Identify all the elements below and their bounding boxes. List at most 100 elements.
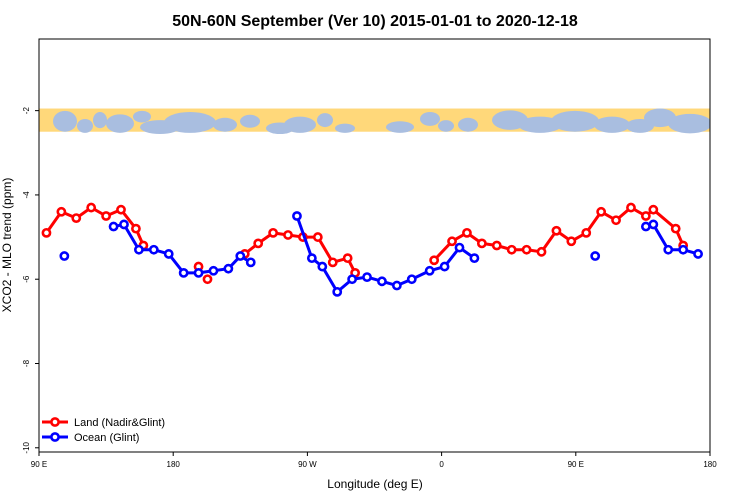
data-point [454, 242, 465, 253]
map-ocean-shape [518, 116, 562, 133]
data-point [119, 219, 129, 230]
data-point [193, 267, 204, 278]
world-map-strip [39, 108, 710, 135]
data-point [148, 244, 159, 255]
data-point [134, 244, 144, 255]
map-ocean-shape [551, 110, 599, 132]
data-point [362, 272, 372, 283]
x-tick-label: 0 [439, 460, 444, 469]
data-point [536, 246, 547, 257]
data-point [342, 253, 353, 264]
data-point [202, 274, 213, 285]
data-point [116, 204, 126, 215]
map-ocean-shape [644, 108, 676, 128]
data-point [327, 257, 338, 268]
series-ocean [59, 211, 703, 297]
data-point [429, 255, 440, 266]
data-point [551, 225, 562, 236]
data-point [648, 219, 659, 230]
data-point [611, 215, 621, 226]
legend-marker [50, 432, 60, 442]
series-land [41, 202, 689, 285]
map-ocean-shape [213, 117, 237, 132]
data-point [491, 240, 502, 251]
data-point [506, 244, 517, 255]
y-tick-label: -2 [22, 107, 31, 115]
map-ocean-shape [284, 116, 316, 133]
data-point [377, 276, 387, 287]
data-point [317, 261, 328, 272]
data-point [648, 204, 659, 215]
data-point [283, 230, 293, 240]
map-ocean-shape [668, 113, 710, 134]
data-point [447, 236, 457, 247]
data-point [640, 221, 651, 232]
data-point [332, 286, 343, 297]
x-tick-label: 180 [703, 460, 717, 469]
data-point [86, 202, 97, 213]
series-layer [41, 202, 703, 297]
data-point [424, 265, 435, 276]
x-axis: 90 E 180 90 W 0 90 E 180 [31, 452, 717, 469]
y-tick-label: -6 [22, 275, 31, 283]
map-ocean-shape [594, 116, 630, 133]
data-point [391, 280, 402, 291]
data-point [663, 244, 674, 255]
map-ocean-shape [133, 110, 151, 123]
data-point [566, 236, 577, 247]
plot-frame [38, 38, 711, 453]
data-point [670, 223, 681, 234]
data-point [306, 253, 317, 264]
data-point [521, 244, 532, 255]
legend-marker [50, 417, 60, 427]
map-ocean-shape [77, 118, 93, 133]
data-point [462, 227, 472, 238]
data-point [56, 206, 67, 217]
map-ocean-shape [458, 117, 478, 132]
map-ocean-shape [164, 112, 216, 133]
y-axis: -2 -4 -6 -8 -10 [22, 107, 39, 454]
data-point [41, 227, 52, 238]
legend: Land (Nadir&Glint) Ocean (Glint) [42, 417, 165, 444]
y-tick-label: -4 [22, 191, 31, 199]
y-axis-label: XCO2 - MLO trend (ppm) [0, 178, 14, 313]
map-ocean-shape [386, 121, 414, 133]
data-point [693, 249, 703, 259]
data-point [223, 263, 234, 274]
data-point [590, 251, 601, 261]
data-point [253, 238, 264, 249]
data-point [581, 227, 592, 238]
x-tick-label: 90 W [298, 460, 317, 469]
data-point [208, 265, 219, 276]
x-axis-label: Longitude (deg E) [327, 477, 422, 491]
data-point [312, 232, 323, 242]
data-point [596, 206, 607, 217]
data-point [71, 213, 82, 224]
map-ocean-shape [420, 112, 440, 126]
map-ocean-shape [53, 110, 77, 132]
map-ocean-shape [240, 114, 260, 128]
data-point [59, 251, 70, 261]
data-point [178, 267, 189, 278]
data-point [406, 274, 417, 285]
legend-label: Land (Nadir&Glint) [74, 417, 165, 429]
map-ocean-shape [335, 123, 355, 133]
map-ocean-shape [438, 120, 454, 132]
data-point [235, 251, 246, 261]
data-point [678, 244, 689, 255]
legend-label: Ocean (Glint) [74, 432, 139, 444]
data-point [640, 211, 651, 221]
x-tick-label: 90 E [31, 460, 47, 469]
map-ocean-shape [317, 113, 333, 128]
x-tick-label: 180 [167, 460, 181, 469]
y-tick-label: -10 [22, 441, 31, 453]
data-point [131, 223, 141, 234]
data-point [108, 221, 119, 232]
data-point [347, 274, 358, 285]
map-ocean-shape [93, 112, 107, 129]
data-point [476, 238, 487, 249]
data-point [245, 257, 256, 268]
data-point [626, 202, 636, 213]
map-ocean-shape [106, 114, 134, 133]
